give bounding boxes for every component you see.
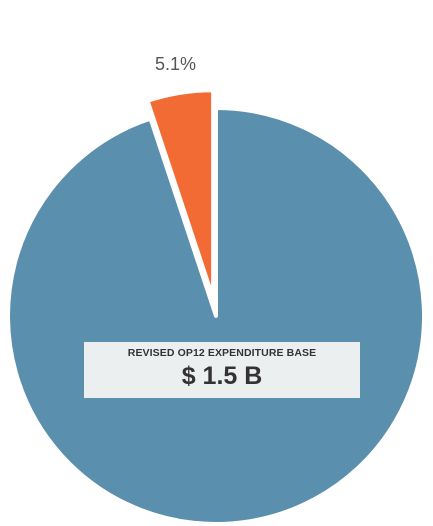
pie-slice-1 — [145, 88, 216, 301]
expenditure-base-value: $ 1.5 B — [181, 362, 263, 390]
slice-percent-label-1: 5.1% — [155, 54, 196, 74]
pie-slices — [6, 88, 426, 526]
expenditure-base-label: REVISED OP12 EXPENDITURE BASE — [127, 347, 317, 359]
pie-labels: 5.1% — [155, 54, 196, 74]
total-expenditure-box: REVISED OP12 EXPENDITURE BASE $ 1.5 B — [84, 342, 360, 398]
pie-slice-0 — [6, 106, 426, 526]
